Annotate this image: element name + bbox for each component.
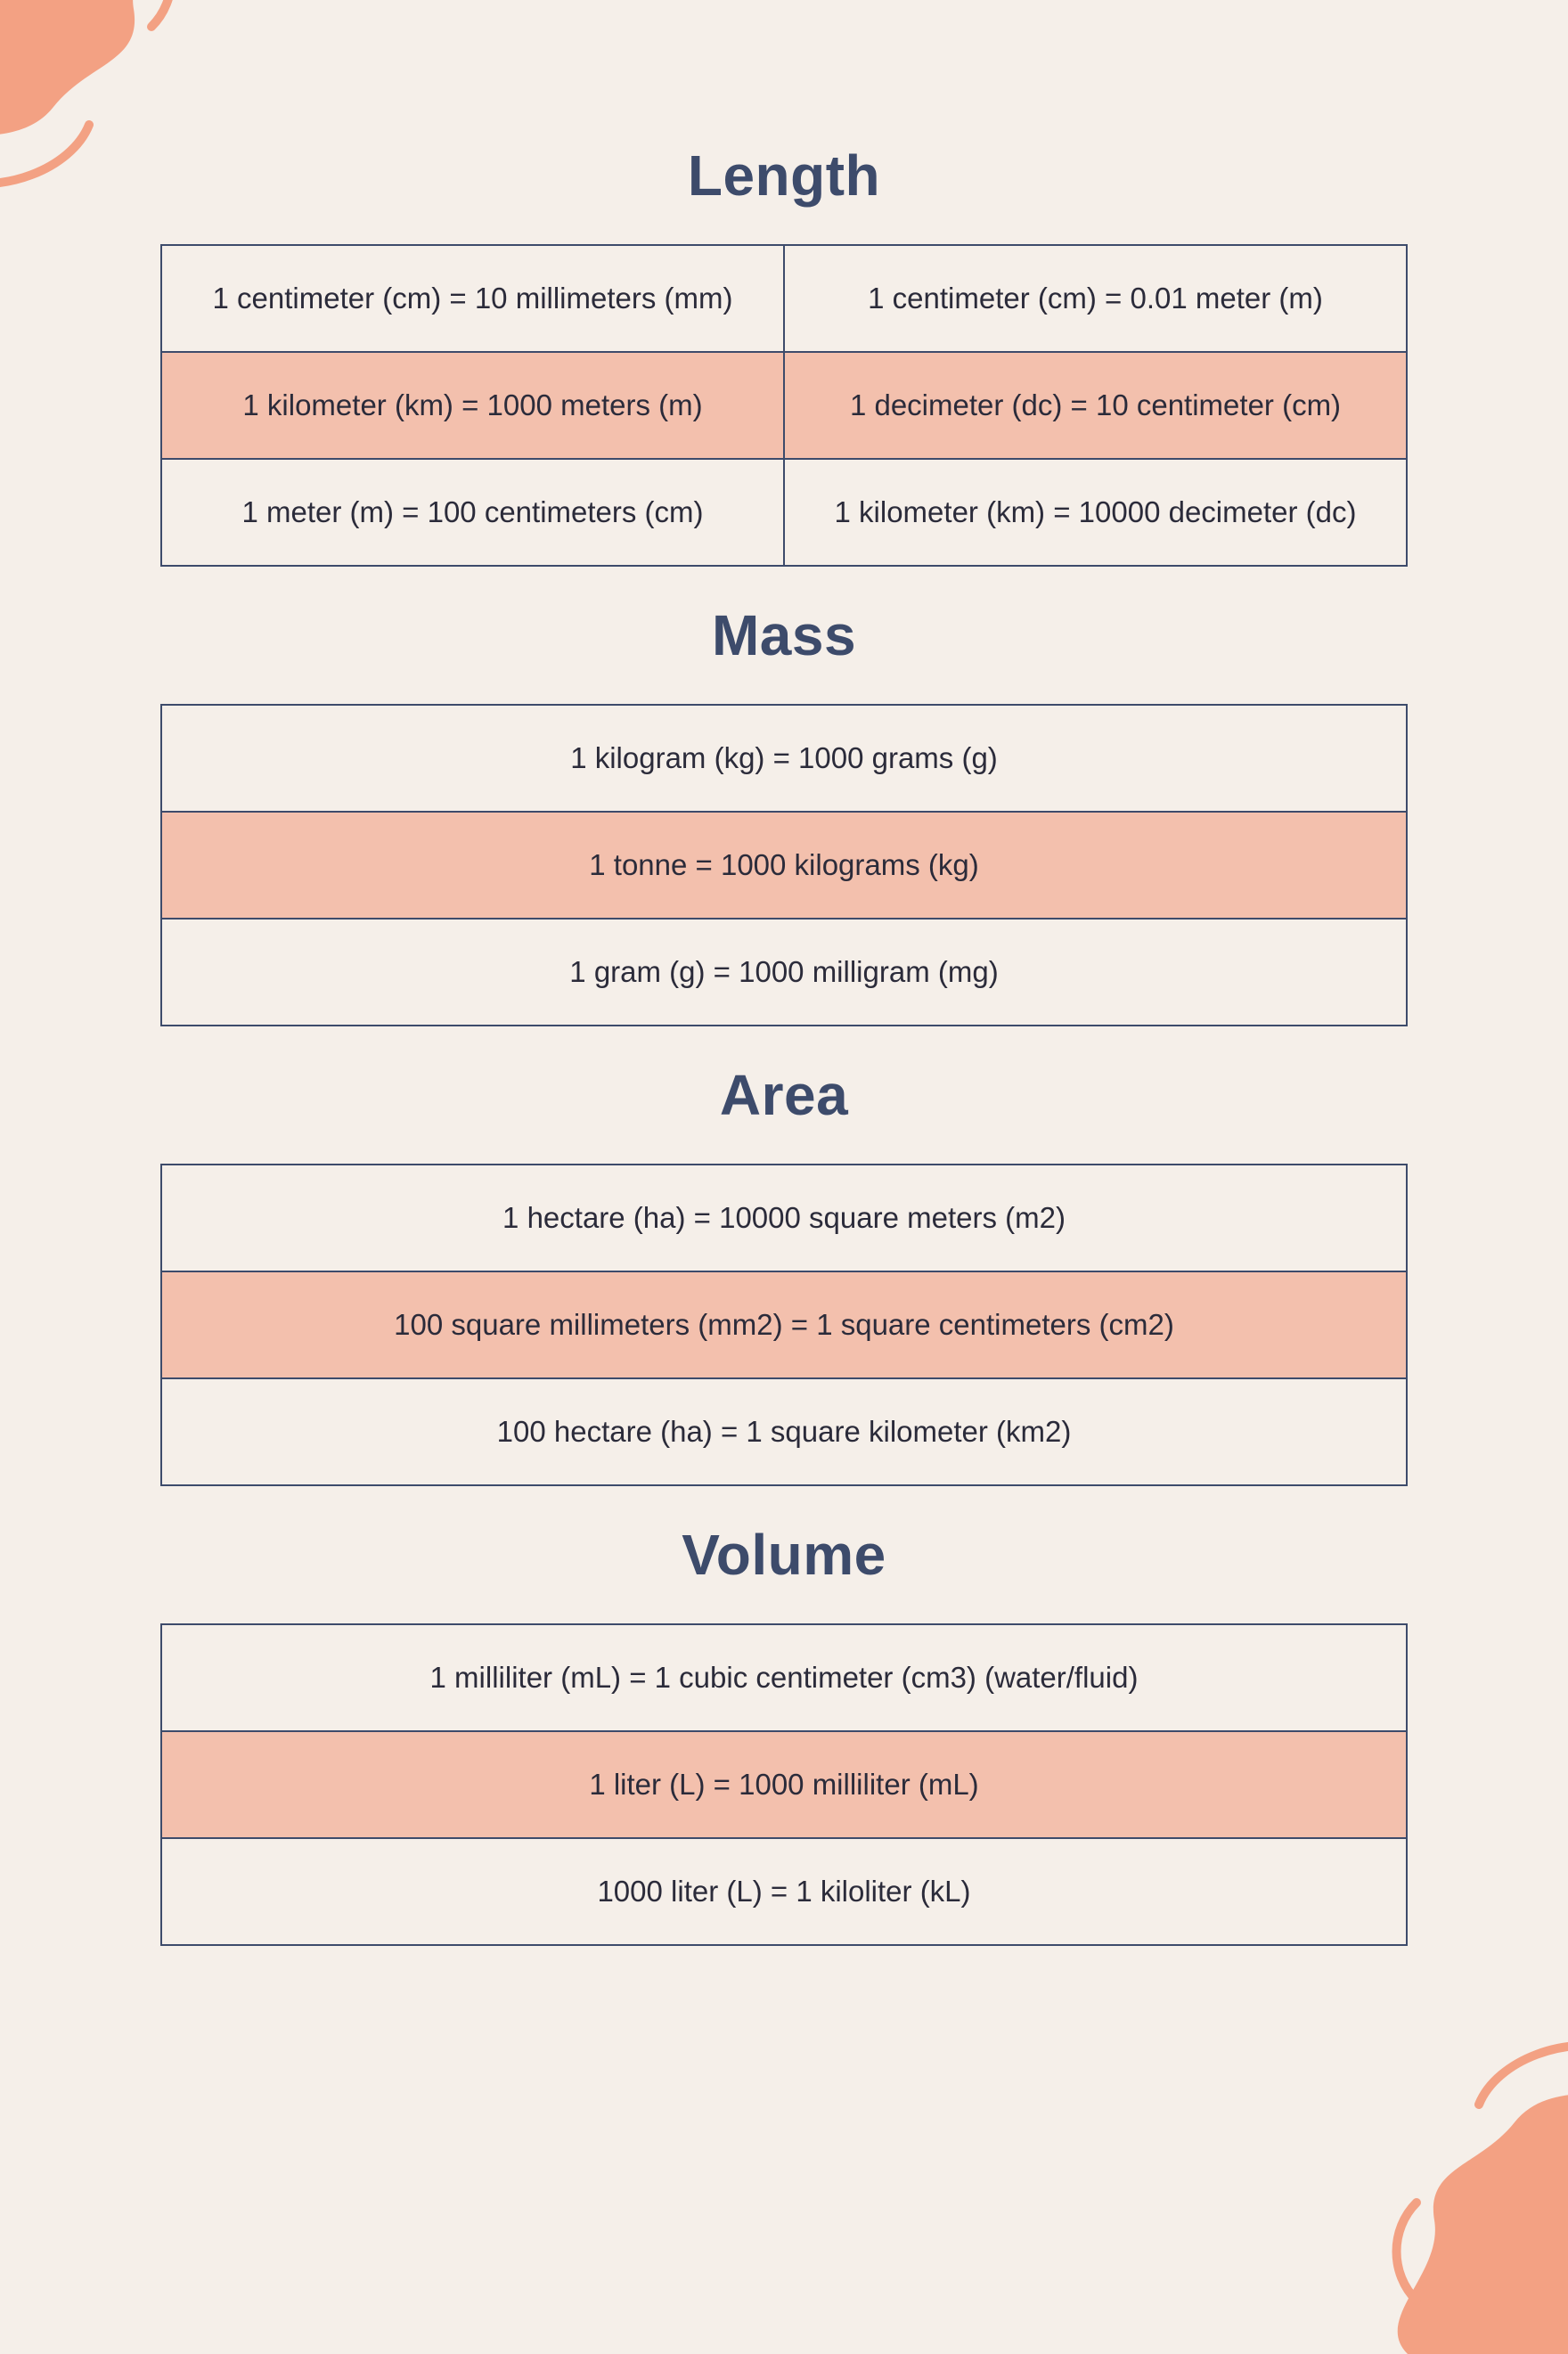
mass-cell: 1 kilogram (kg) = 1000 grams (g) (161, 705, 1407, 812)
table-row: 100 hectare (ha) = 1 square kilometer (k… (161, 1378, 1407, 1485)
length-cell: 1 decimeter (dc) = 10 centimeter (cm) (784, 352, 1407, 459)
area-cell: 1 hectare (ha) = 10000 square meters (m2… (161, 1165, 1407, 1271)
table-row: 1 milliliter (mL) = 1 cubic centimeter (… (161, 1624, 1407, 1731)
table-row: 1 kilogram (kg) = 1000 grams (g) (161, 705, 1407, 812)
table-row: 1 liter (L) = 1000 milliliter (mL) (161, 1731, 1407, 1838)
volume-cell: 1000 liter (L) = 1 kiloliter (kL) (161, 1838, 1407, 1945)
area-cell: 100 hectare (ha) = 1 square kilometer (k… (161, 1378, 1407, 1485)
length-heading: Length (160, 143, 1408, 208)
mass-table: 1 kilogram (kg) = 1000 grams (g) 1 tonne… (160, 704, 1408, 1026)
length-cell: 1 kilometer (km) = 10000 decimeter (dc) (784, 459, 1407, 566)
area-cell: 100 square millimeters (mm2) = 1 square … (161, 1271, 1407, 1378)
table-row: 1 centimeter (cm) = 10 millimeters (mm) … (161, 245, 1407, 352)
table-row: 1000 liter (L) = 1 kiloliter (kL) (161, 1838, 1407, 1945)
area-heading: Area (160, 1062, 1408, 1128)
table-row: 1 meter (m) = 100 centimeters (cm) 1 kil… (161, 459, 1407, 566)
length-cell: 1 centimeter (cm) = 0.01 meter (m) (784, 245, 1407, 352)
volume-cell: 1 milliliter (mL) = 1 cubic centimeter (… (161, 1624, 1407, 1731)
table-row: 100 square millimeters (mm2) = 1 square … (161, 1271, 1407, 1378)
volume-cell: 1 liter (L) = 1000 milliliter (mL) (161, 1731, 1407, 1838)
mass-cell: 1 tonne = 1000 kilograms (kg) (161, 812, 1407, 919)
length-cell: 1 kilometer (km) = 1000 meters (m) (161, 352, 784, 459)
page-content: Length 1 centimeter (cm) = 10 millimeter… (0, 0, 1568, 2053)
length-cell: 1 centimeter (cm) = 10 millimeters (mm) (161, 245, 784, 352)
table-row: 1 gram (g) = 1000 milligram (mg) (161, 919, 1407, 1026)
volume-table: 1 milliliter (mL) = 1 cubic centimeter (… (160, 1623, 1408, 1946)
mass-cell: 1 gram (g) = 1000 milligram (mg) (161, 919, 1407, 1026)
area-table: 1 hectare (ha) = 10000 square meters (m2… (160, 1164, 1408, 1486)
mass-heading: Mass (160, 602, 1408, 668)
length-table: 1 centimeter (cm) = 10 millimeters (mm) … (160, 244, 1408, 567)
table-row: 1 kilometer (km) = 1000 meters (m) 1 dec… (161, 352, 1407, 459)
length-cell: 1 meter (m) = 100 centimeters (cm) (161, 459, 784, 566)
volume-heading: Volume (160, 1522, 1408, 1588)
table-row: 1 hectare (ha) = 10000 square meters (m2… (161, 1165, 1407, 1271)
table-row: 1 tonne = 1000 kilograms (kg) (161, 812, 1407, 919)
